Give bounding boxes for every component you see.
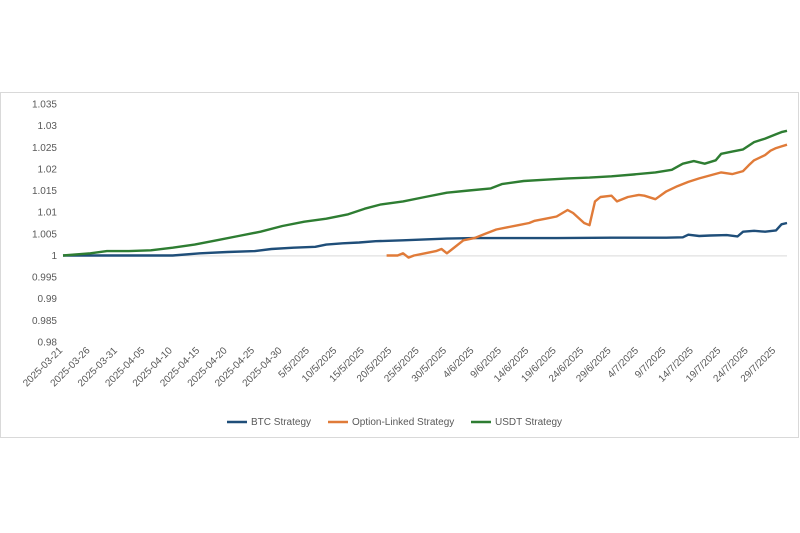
y-axis: 0.98 0.985 0.99 0.995 1 1.005 1.01 1.015 1.02 1.0…: [32, 100, 57, 349]
series-line-btc-strategy: [63, 221, 788, 257]
y-tick-label: 0.985: [32, 316, 57, 327]
legend-label: USDT Strategy: [495, 417, 562, 428]
chart-frame: 0.98 0.985 0.99 0.995 1 1.005 1.01 1.015 1.02 1.0…: [0, 92, 799, 438]
y-tick-label: 1.005: [32, 229, 57, 240]
x-axis: 2025-03-212025-03-262025-03-312025-04-05…: [21, 255, 787, 389]
legend-label: BTC Strategy: [251, 417, 311, 428]
y-tick-label: 0.99: [38, 294, 58, 305]
y-tick-label: 1.03: [38, 121, 58, 132]
y-tick-label: 1.035: [32, 100, 57, 111]
y-tick-label: 1.02: [38, 164, 58, 175]
y-tick-label: 1.025: [32, 143, 57, 154]
series-line-usdt-strategy: [62, 129, 788, 257]
plot-series: [62, 129, 788, 259]
legend: BTC Strategy Option-Linked Strategy USDT S…: [227, 417, 562, 428]
y-tick-label: 0.98: [38, 338, 58, 349]
y-tick-label: 0.995: [32, 273, 57, 284]
y-tick-label: 1.01: [38, 208, 58, 219]
line-chart: 0.98 0.985 0.99 0.995 1 1.005 1.01 1.015 1.02 1.0…: [21, 100, 788, 428]
y-tick-label: 1.015: [32, 186, 57, 197]
series-line-option-linked-strategy: [386, 143, 788, 259]
y-tick-label: 1: [51, 251, 57, 262]
legend-label: Option-Linked Strategy: [352, 417, 454, 428]
